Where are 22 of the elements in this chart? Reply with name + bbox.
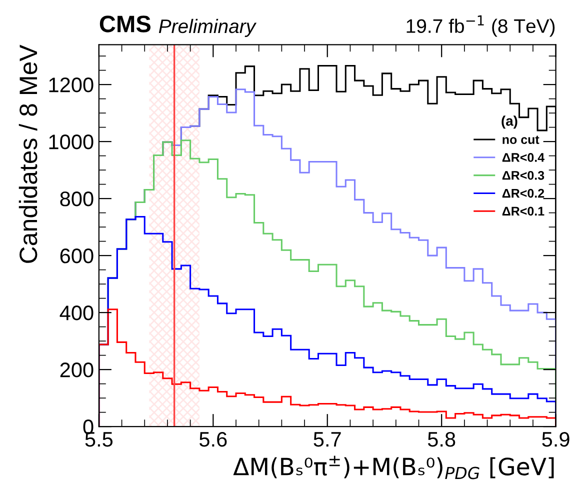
x-tick-label: 5.9 <box>542 432 570 447</box>
x-axis-title: ΔM(Bₛ⁰π$^{±}$)+M(Bₛ⁰)$_{PDG}$ [GeV] <box>233 456 554 480</box>
legend-label: ΔR<0.1 <box>502 206 544 216</box>
legend-label: ΔR<0.2 <box>502 188 544 198</box>
legend-label: no cut <box>502 136 540 144</box>
legend-label: ΔR<0.3 <box>502 170 544 180</box>
chart-title: CMS <box>100 16 150 32</box>
y-tick-label: 600 <box>60 248 94 264</box>
legend-label: ΔR<0.4 <box>502 153 544 162</box>
y-axis-title: Candidates / 8 MeV <box>18 44 38 263</box>
y-tick-label: 200 <box>60 362 94 378</box>
legend-title: (a) <box>502 116 518 129</box>
y-tick-label: 800 <box>60 192 94 206</box>
y-tick-label: 1200 <box>49 78 94 92</box>
x-tick-label: 5.5 <box>85 432 113 447</box>
y-tick-label: 400 <box>60 306 94 320</box>
x-tick-label: 5.7 <box>314 432 341 447</box>
chart-subtitle: Preliminary <box>158 18 257 37</box>
x-tick-label: 5.8 <box>428 432 456 447</box>
y-tick-label: 1000 <box>49 134 94 150</box>
text: 19.7 fb$^{−1}$ (8 TeV) <box>406 15 555 37</box>
x-tick-label: 5.6 <box>200 432 227 447</box>
